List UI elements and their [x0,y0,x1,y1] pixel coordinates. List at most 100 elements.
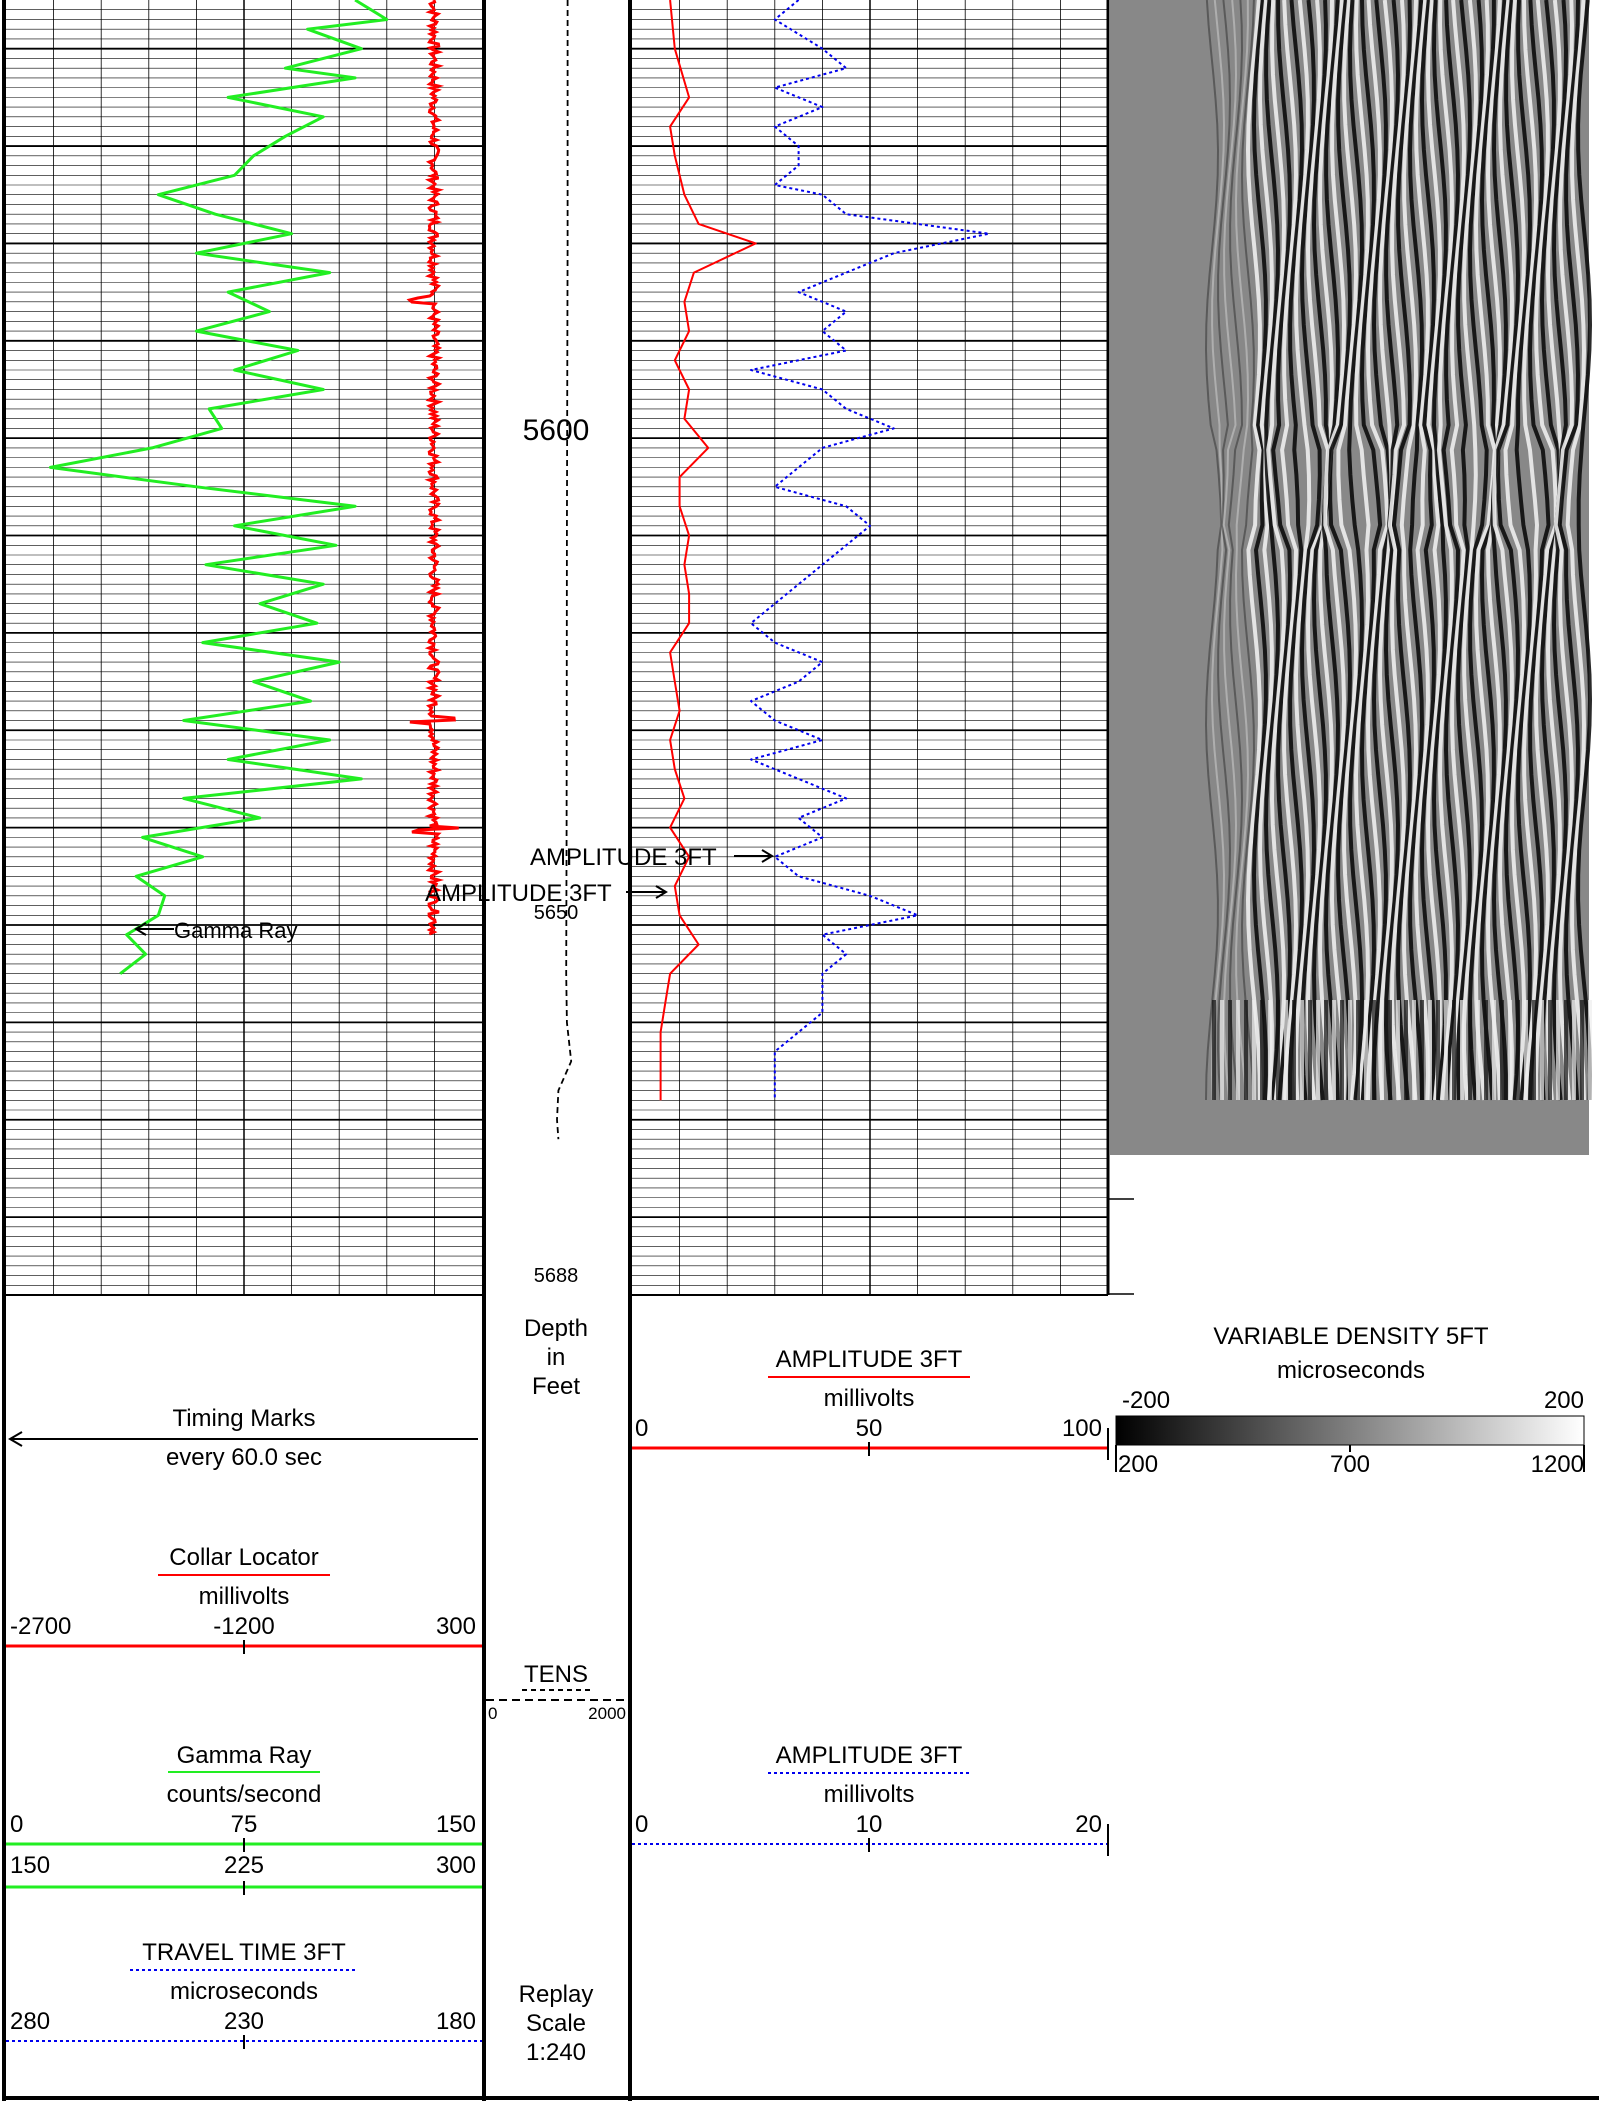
vdl-band [1216,0,1232,1101]
vdl-tail-band [1540,1000,1544,1100]
svg-text:100: 100 [1062,1415,1102,1442]
vdl-tail-band [1396,1000,1400,1100]
vdl-band [1431,0,1448,1101]
vdl-band [1503,0,1527,1101]
depth-label-5688: 5688 [534,1265,579,1287]
vdl-band [1266,0,1287,1101]
vdl-band [1413,0,1431,1101]
depth-unit-line1: Depth [524,1315,588,1342]
vdl-band [1311,0,1334,1101]
svg-text:700: 700 [1330,1451,1370,1478]
vdl-band [1245,0,1262,1101]
vdl-band [1545,0,1563,1101]
gamma-curve-label: Gamma Ray [134,918,297,943]
vdl-band [1371,0,1393,1101]
vdl-band [1533,0,1558,1101]
vdl-tail-band [1516,1000,1520,1100]
vdl-band [1299,0,1322,1101]
vdl-band [1485,0,1502,1101]
vdl-tail-band [1260,1000,1264,1100]
vdl-tail-band [1324,1000,1328,1100]
variable-density-image [1110,0,1593,1155]
svg-text:VARIABLE DENSITY 5FT: VARIABLE DENSITY 5FT [1213,1323,1489,1350]
svg-text:0: 0 [10,1811,23,1838]
vdl-tail-band [1380,1000,1384,1100]
vdl-band [1467,0,1489,1101]
vdl-tail-band [1236,1000,1240,1100]
vdl-tail-band [1212,1000,1216,1100]
legend-variable-density: VARIABLE DENSITY 5FT microseconds -200 2… [1115,1323,1585,1478]
vdl-band [1365,0,1390,1101]
depth-unit-line2: in [547,1344,566,1371]
vdl-band [1323,0,1347,1101]
vdl-tail-band [1412,1000,1416,1100]
vdl-tail-band [1580,1000,1584,1100]
amplitude-blue-curve [750,0,990,1101]
svg-text:AMPLITUDE 3FT: AMPLITUDE 3FT [776,1742,963,1769]
vdl-band [1210,0,1226,1101]
vdl-band [1359,0,1383,1101]
svg-text:AMPLITUDE 3FT: AMPLITUDE 3FT [425,880,612,907]
svg-text:millivolts: millivolts [824,1385,915,1412]
vdl-band [1407,0,1425,1101]
vdl-tail-band [1308,1000,1312,1100]
vdl-tail-band [1276,1000,1280,1100]
svg-text:-200: -200 [1122,1387,1170,1414]
vdl-tail-band [1436,1000,1440,1100]
vdl-tail-band [1572,1000,1576,1100]
vdl-band [1387,0,1407,1101]
vdl-band [1419,0,1437,1101]
vdl-tail-band [1300,1000,1304,1100]
svg-text:every 60.0 sec: every 60.0 sec [166,1444,322,1471]
vdl-tail-band [1508,1000,1512,1100]
vdl-band [1539,0,1562,1101]
vdl-tail-band [1356,1000,1360,1100]
svg-text:1200: 1200 [1531,1451,1584,1478]
vdl-tail-band [1428,1000,1432,1100]
legend-gamma-ray: Gamma Ray counts/second 0 75 150 150 225… [6,1742,482,1895]
vdl-tail-band [1444,1000,1448,1100]
vdl-band [1240,0,1256,1101]
svg-text:microseconds: microseconds [1277,1357,1425,1384]
vdl-band [1449,0,1467,1101]
vdl-band [1222,0,1238,1101]
svg-text:counts/second: counts/second [167,1781,322,1808]
svg-text:0: 0 [488,1704,497,1723]
svg-text:Gamma Ray: Gamma Ray [174,918,297,943]
vdl-tail-band [1340,1000,1344,1100]
vdl-tail-band [1372,1000,1376,1100]
vdl-band [1280,0,1299,1101]
vdl-band [1317,0,1334,1101]
vdl-band [1496,0,1521,1101]
vdl-tail-band [1452,1000,1456,1100]
vdl-band [1436,0,1455,1101]
svg-text:150: 150 [436,1811,476,1838]
track3-grid [632,0,1134,1296]
amp-blue-curve-label: AMPLITUDE 3FT [530,844,774,871]
svg-text:0: 0 [635,1415,648,1442]
svg-text:300: 300 [436,1852,476,1879]
vdl-band [1551,0,1569,1101]
vdl-tail-band [1548,1000,1552,1100]
svg-text:0: 0 [635,1811,648,1838]
svg-text:50: 50 [856,1415,883,1442]
vdl-band [1257,0,1274,1101]
vdl-tail-band [1500,1000,1504,1100]
replay-line1: Replay [519,1981,594,2008]
depth-label-5600: 5600 [523,414,590,447]
svg-text:millivolts: millivolts [199,1583,290,1610]
vdl-tail-band [1460,1000,1464,1100]
svg-text:Gamma Ray: Gamma Ray [177,1742,312,1769]
vdl-tail-band [1332,1000,1336,1100]
vdl-band [1557,0,1581,1101]
amplitude-red-curve [659,0,757,1101]
vdl-tail-band [1364,1000,1368,1100]
vdl-tail-band [1468,1000,1472,1100]
vdl-band [1271,0,1293,1101]
svg-text:microseconds: microseconds [170,1978,318,2005]
vdl-band [1383,0,1401,1101]
svg-text:200: 200 [1544,1387,1584,1414]
vdl-band [1288,0,1305,1100]
svg-text:180: 180 [436,2008,476,2035]
